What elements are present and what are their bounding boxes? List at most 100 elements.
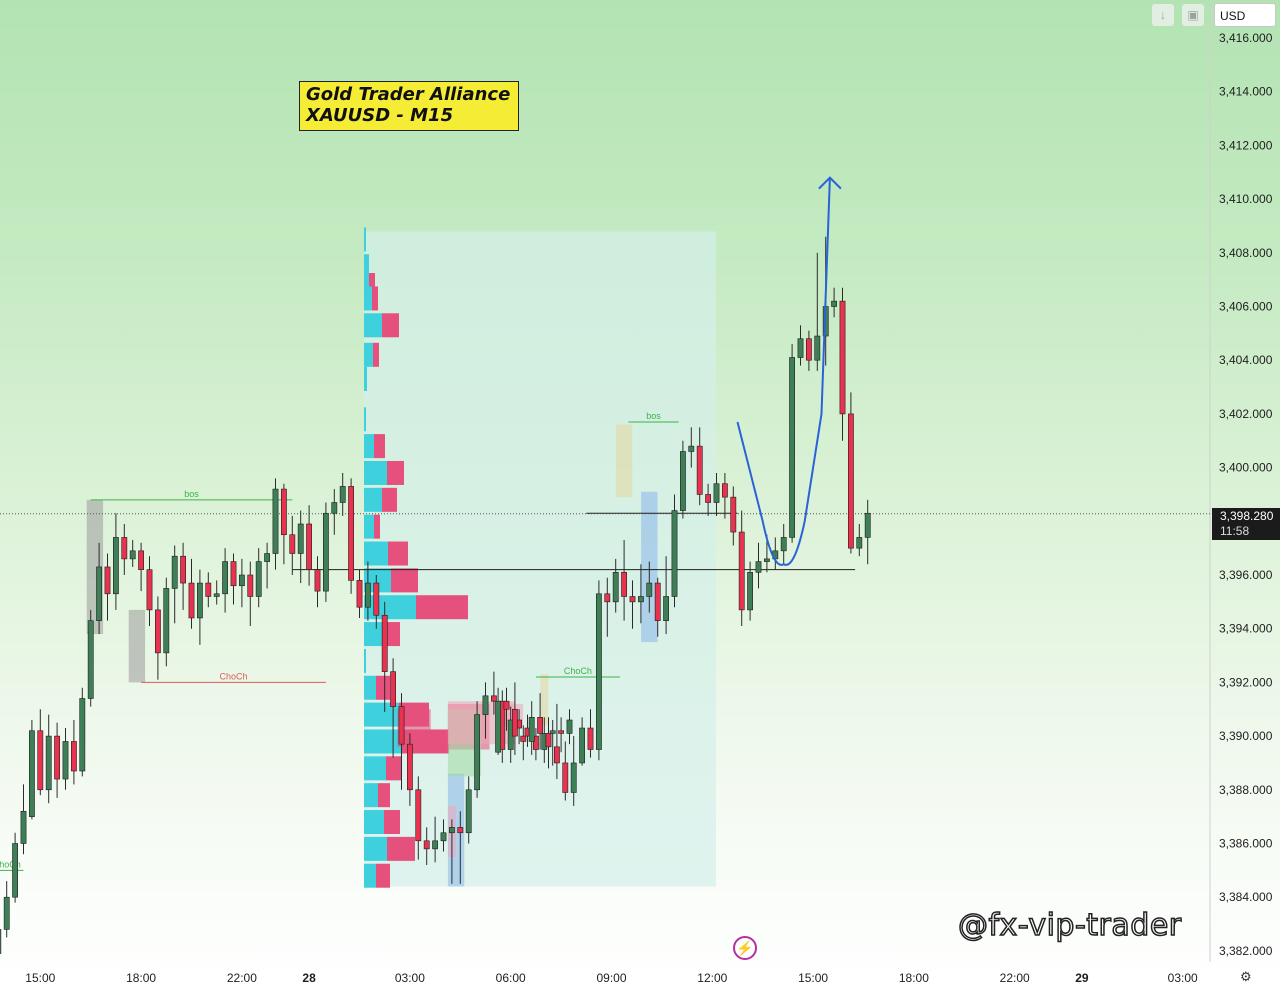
watermark: @fx-vip-trader: [957, 907, 1182, 944]
candle-body: [71, 741, 77, 772]
candle-body: [272, 488, 279, 554]
projection-path: [736, 177, 831, 566]
y-tick-label: 3,416.000: [1219, 31, 1273, 45]
volume-profile-bar: [364, 756, 386, 781]
candle-body: [138, 550, 144, 570]
settings-icon[interactable]: ⚙: [1240, 969, 1252, 984]
candle-body: [604, 593, 611, 603]
x-tick-label: 28: [302, 971, 316, 984]
volume-profile-bar: [416, 595, 468, 620]
candle-body: [474, 714, 480, 791]
x-tick-label: 03:00: [1168, 971, 1198, 984]
y-tick-label: 3,394.000: [1219, 622, 1273, 636]
zone-box: [128, 609, 146, 683]
candle-body: [79, 698, 86, 772]
candle-body: [566, 719, 573, 734]
candle-body: [3, 896, 10, 930]
x-tick-label: 15:00: [25, 971, 55, 984]
candle-body: [814, 335, 821, 361]
candle-body: [831, 300, 837, 307]
x-tick-label: 09:00: [596, 971, 626, 984]
volume-profile-bar: [364, 286, 372, 311]
chart-title-box[interactable]: Gold Trader Alliance XAUUSD - M15: [299, 81, 519, 131]
chart-title: Gold Trader Alliance: [306, 84, 511, 105]
y-tick-label: 3,396.000: [1219, 568, 1273, 582]
x-tick-label: 06:00: [496, 971, 526, 984]
volume-profile-bar: [364, 407, 366, 432]
volume-profile-bar: [364, 254, 369, 279]
candle-body: [528, 717, 535, 742]
x-tick-label: 15:00: [798, 971, 828, 984]
candle-body: [398, 706, 405, 745]
candle-body: [797, 338, 804, 358]
candle-body: [146, 569, 153, 611]
volume-profile-bar: [364, 648, 366, 673]
volume-profile-bar: [364, 514, 374, 539]
candle-body: [549, 730, 556, 734]
candle-body: [406, 743, 413, 791]
candle-body: [839, 300, 846, 415]
currency-selector[interactable]: USD: [1214, 3, 1276, 27]
x-tick-label: 22:00: [227, 971, 257, 984]
screenshot-icon[interactable]: ▣: [1182, 4, 1204, 26]
candle-body: [331, 502, 338, 514]
y-tick-label: 3,384.000: [1219, 890, 1273, 904]
volume-profile-bar: [386, 756, 401, 781]
candle-body: [511, 708, 518, 737]
candle-body: [163, 588, 170, 654]
x-tick-label: 12:00: [697, 971, 727, 984]
candle-body: [322, 512, 329, 592]
lightning-icon[interactable]: ⚡: [733, 936, 757, 960]
candle-body: [562, 762, 569, 793]
candle-body: [629, 596, 636, 603]
candle-body: [87, 620, 94, 699]
volume-profile-bar: [378, 783, 390, 808]
y-tick-label: 3,386.000: [1219, 837, 1273, 851]
candle-body: [713, 483, 720, 503]
candle-body: [532, 735, 539, 750]
candle-body: [314, 569, 321, 592]
structure-label: bos: [646, 411, 661, 421]
candle-body: [37, 730, 44, 791]
zone-box: [615, 424, 633, 498]
volume-profile-bar: [364, 836, 387, 861]
structure-label: ChoCh: [564, 666, 592, 676]
candle-body: [730, 496, 737, 533]
candle-body: [671, 510, 678, 597]
candle-body: [96, 566, 102, 621]
candle-body: [280, 488, 287, 536]
candle-body: [247, 574, 254, 597]
projection-arrowhead: [818, 176, 842, 190]
candle-body: [637, 596, 644, 603]
x-tick-label: 18:00: [126, 971, 156, 984]
y-tick-label: 3,390.000: [1219, 729, 1273, 743]
candle-body: [663, 596, 669, 621]
x-tick-label: 29: [1075, 971, 1089, 984]
volume-profile-bar: [364, 783, 378, 808]
candle-body: [213, 593, 220, 597]
candle-body: [503, 700, 510, 710]
volume-profile-bar: [364, 729, 401, 754]
volume-profile-bar: [382, 487, 397, 512]
candle-body: [747, 572, 753, 611]
candle-body: [264, 553, 270, 562]
volume-profile-bar: [372, 286, 378, 311]
volume-profile-bar: [364, 434, 374, 459]
candle-body: [239, 574, 245, 587]
volume-profile-bar: [364, 675, 376, 700]
candle-body: [448, 827, 455, 834]
chart-subtitle: XAUUSD - M15: [306, 105, 454, 126]
y-tick-label: 3,410.000: [1219, 192, 1273, 206]
volume-profile-bar: [374, 514, 380, 539]
candle-body: [339, 486, 346, 503]
last-price: 3,398.280: [1220, 509, 1274, 523]
candle-body: [113, 537, 119, 595]
candle-body: [721, 483, 728, 498]
candle-body: [20, 810, 27, 844]
candle-body: [381, 614, 388, 672]
last-price-tag: 3,398.280 11:58: [1212, 508, 1280, 540]
arrow-down-icon[interactable]: ↓: [1152, 4, 1174, 26]
candle-body: [62, 741, 69, 780]
